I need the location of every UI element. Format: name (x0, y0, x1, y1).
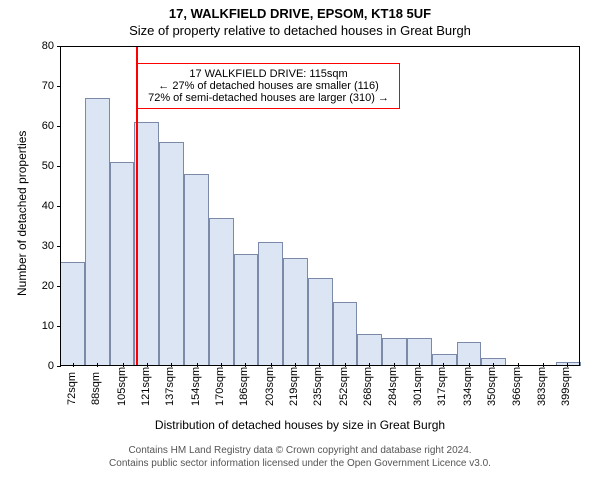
histogram-bar (209, 218, 234, 366)
x-tick: 334sqm (462, 366, 474, 406)
histogram-bar (407, 338, 432, 366)
histogram-bar (184, 174, 209, 366)
x-tick: 284sqm (387, 366, 399, 406)
x-tick: 383sqm (536, 366, 548, 406)
annotation-line: 17 WALKFIELD DRIVE: 115sqm (148, 68, 389, 80)
y-tick: 30 (42, 240, 60, 252)
histogram-bar (85, 98, 110, 366)
x-tick: 301sqm (412, 366, 424, 406)
histogram-bar (382, 338, 407, 366)
annotation-line: 72% of semi-detached houses are larger (… (148, 92, 389, 104)
attribution-line: Contains public sector information licen… (0, 457, 600, 470)
x-axis-label: Distribution of detached houses by size … (0, 418, 600, 432)
x-tick: 252sqm (338, 366, 350, 406)
y-tick: 0 (48, 360, 60, 372)
y-tick: 50 (42, 160, 60, 172)
x-tick: 105sqm (116, 366, 128, 406)
histogram-bar (333, 302, 358, 366)
y-tick: 20 (42, 280, 60, 292)
y-tick: 80 (42, 40, 60, 52)
y-tick: 60 (42, 120, 60, 132)
chart-plot-area: 0102030405060708072sqm88sqm105sqm121sqm1… (60, 46, 580, 366)
x-tick: 350sqm (486, 366, 498, 406)
histogram-bar (234, 254, 259, 366)
x-tick: 170sqm (214, 366, 226, 406)
x-tick: 121sqm (140, 366, 152, 406)
histogram-bar (60, 262, 85, 366)
x-tick: 72sqm (66, 366, 78, 406)
attribution-line: Contains HM Land Registry data © Crown c… (0, 444, 600, 457)
x-tick: 137sqm (164, 366, 176, 406)
x-tick: 235sqm (312, 366, 324, 406)
histogram-bar (308, 278, 333, 366)
y-axis-label: Number of detached properties (15, 131, 29, 296)
annotation-box: 17 WALKFIELD DRIVE: 115sqm← 27% of detac… (137, 63, 400, 109)
x-tick: 399sqm (560, 366, 572, 406)
x-tick: 154sqm (190, 366, 202, 406)
histogram-bar (357, 334, 382, 366)
y-tick: 10 (42, 320, 60, 332)
x-tick: 88sqm (90, 366, 102, 406)
x-tick: 203sqm (264, 366, 276, 406)
x-tick: 366sqm (511, 366, 523, 406)
attribution-text: Contains HM Land Registry data © Crown c… (0, 444, 600, 470)
histogram-bar (159, 142, 184, 366)
histogram-bar (110, 162, 135, 366)
histogram-bar (432, 354, 457, 366)
x-tick: 317sqm (436, 366, 448, 406)
chart-subtitle: Size of property relative to detached ho… (0, 23, 600, 38)
histogram-bar (283, 258, 308, 366)
y-tick: 40 (42, 200, 60, 212)
address-title: 17, WALKFIELD DRIVE, EPSOM, KT18 5UF (0, 6, 600, 21)
x-tick: 268sqm (362, 366, 374, 406)
annotation-line: ← 27% of detached houses are smaller (11… (148, 80, 389, 92)
x-tick: 219sqm (288, 366, 300, 406)
y-tick: 70 (42, 80, 60, 92)
x-tick: 186sqm (238, 366, 250, 406)
histogram-bar (258, 242, 283, 366)
